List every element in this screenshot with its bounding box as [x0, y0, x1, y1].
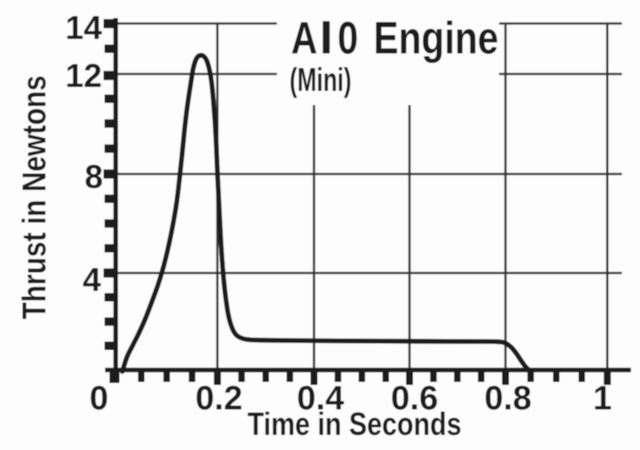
svg-text:14: 14	[65, 9, 102, 46]
svg-text:8: 8	[85, 158, 103, 195]
svg-text:(Mini): (Mini)	[290, 61, 352, 98]
svg-text:Thrust in Newtons: Thrust in Newtons	[16, 75, 53, 319]
svg-text:Time in Seconds: Time in Seconds	[248, 406, 462, 442]
svg-text:4: 4	[83, 261, 102, 298]
svg-text:0: 0	[90, 380, 109, 418]
svg-text:1: 1	[593, 380, 612, 418]
svg-text:0.8: 0.8	[484, 380, 531, 418]
svg-text:0.4: 0.4	[297, 380, 344, 418]
svg-text:0.6: 0.6	[391, 380, 438, 418]
svg-text:12: 12	[65, 57, 102, 94]
svg-text:A: A	[291, 13, 318, 64]
svg-text:0.2: 0.2	[195, 380, 242, 418]
svg-text:Engine: Engine	[374, 13, 499, 64]
svg-text:0: 0	[338, 13, 359, 64]
